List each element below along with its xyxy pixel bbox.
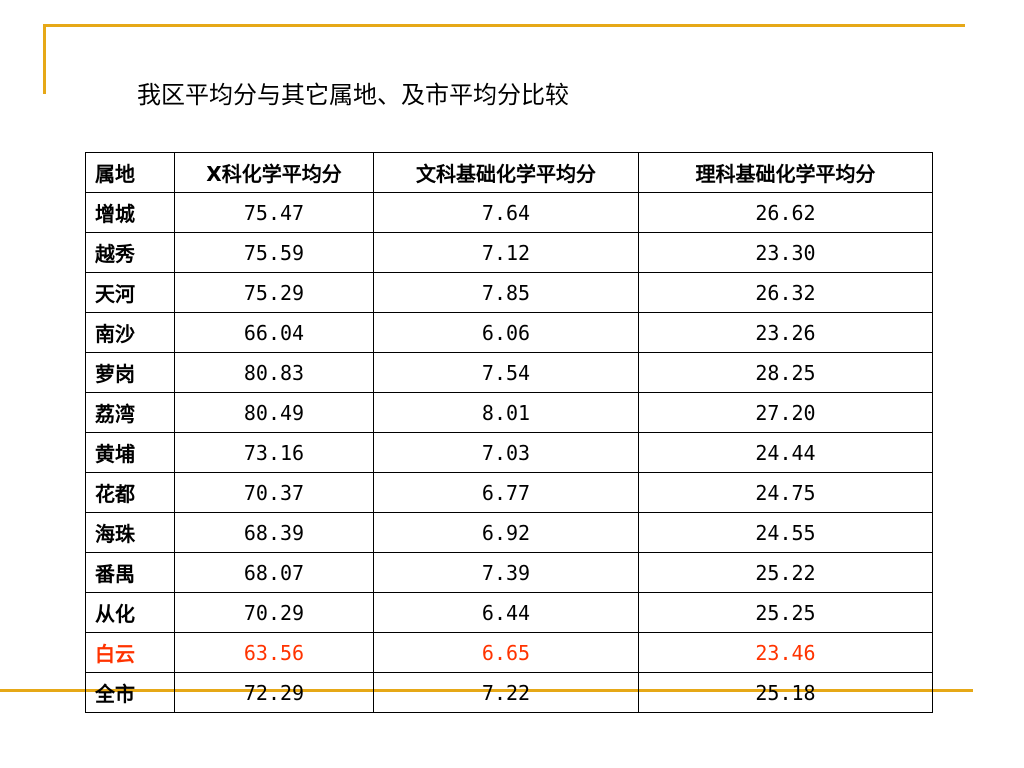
science-basic-chemistry-avg-cell: 24.75 bbox=[638, 472, 933, 513]
table-row: 海珠 68.39 6.92 24.55 bbox=[85, 512, 933, 553]
left-decoration-line bbox=[43, 24, 46, 94]
table-row: 增城 75.47 7.64 26.62 bbox=[85, 192, 933, 233]
region-name-cell: 全市 bbox=[85, 672, 175, 713]
region-name-cell: 荔湾 bbox=[85, 392, 175, 433]
table-row: 花都 70.37 6.77 24.75 bbox=[85, 472, 933, 513]
x-chemistry-avg-cell: 68.07 bbox=[174, 552, 374, 593]
science-basic-chemistry-avg-cell: 25.22 bbox=[638, 552, 933, 593]
region-name-cell: 花都 bbox=[85, 472, 175, 513]
x-chemistry-avg-cell: 73.16 bbox=[174, 432, 374, 473]
x-chemistry-avg-cell: 68.39 bbox=[174, 512, 374, 553]
region-name-cell: 番禺 bbox=[85, 552, 175, 593]
table-row: 越秀 75.59 7.12 23.30 bbox=[85, 232, 933, 273]
region-name-cell: 白云 bbox=[85, 632, 175, 673]
x-chemistry-avg-cell: 63.56 bbox=[174, 632, 374, 673]
science-basic-chemistry-avg-cell: 25.18 bbox=[638, 672, 933, 713]
science-basic-chemistry-avg-cell: 23.26 bbox=[638, 312, 933, 353]
arts-basic-chemistry-avg-cell: 6.44 bbox=[373, 592, 639, 633]
arts-basic-chemistry-avg-cell: 6.92 bbox=[373, 512, 639, 553]
science-basic-chemistry-avg-cell: 25.25 bbox=[638, 592, 933, 633]
region-name-cell: 南沙 bbox=[85, 312, 175, 353]
science-basic-chemistry-avg-cell: 24.55 bbox=[638, 512, 933, 553]
x-chemistry-avg-cell: 75.47 bbox=[174, 192, 374, 233]
arts-basic-chemistry-avg-cell: 7.39 bbox=[373, 552, 639, 593]
table-header-row: 属地 X科化学平均分 文科基础化学平均分 理科基础化学平均分 bbox=[85, 152, 933, 193]
arts-basic-chemistry-avg-cell: 7.03 bbox=[373, 432, 639, 473]
arts-basic-chemistry-avg-cell: 6.06 bbox=[373, 312, 639, 353]
region-name-cell: 海珠 bbox=[85, 512, 175, 553]
science-basic-chemistry-avg-cell: 23.30 bbox=[638, 232, 933, 273]
x-chemistry-avg-cell: 75.59 bbox=[174, 232, 374, 273]
table-row: 从化 70.29 6.44 25.25 bbox=[85, 592, 933, 633]
x-chemistry-avg-cell: 72.29 bbox=[174, 672, 374, 713]
arts-basic-chemistry-avg-cell: 8.01 bbox=[373, 392, 639, 433]
science-basic-chemistry-avg-cell: 23.46 bbox=[638, 632, 933, 673]
region-name-cell: 天河 bbox=[85, 272, 175, 313]
region-name-cell: 萝岗 bbox=[85, 352, 175, 393]
arts-basic-chemistry-avg-cell: 7.22 bbox=[373, 672, 639, 713]
header-region: 属地 bbox=[85, 152, 175, 193]
table-row: 黄埔 73.16 7.03 24.44 bbox=[85, 432, 933, 473]
arts-basic-chemistry-avg-cell: 7.54 bbox=[373, 352, 639, 393]
top-decoration-line bbox=[43, 24, 965, 27]
science-basic-chemistry-avg-cell: 24.44 bbox=[638, 432, 933, 473]
arts-basic-chemistry-avg-cell: 7.85 bbox=[373, 272, 639, 313]
region-name-cell: 从化 bbox=[85, 592, 175, 633]
score-comparison-table: 属地 X科化学平均分 文科基础化学平均分 理科基础化学平均分 增城 75.47 7.… bbox=[85, 152, 933, 713]
arts-basic-chemistry-avg-cell: 7.12 bbox=[373, 232, 639, 273]
table-row: 天河 75.29 7.85 26.32 bbox=[85, 272, 933, 313]
header-science-basic-chemistry-avg: 理科基础化学平均分 bbox=[638, 152, 933, 193]
arts-basic-chemistry-avg-cell: 6.77 bbox=[373, 472, 639, 513]
slide-title: 我区平均分与其它属地、及市平均分比较 bbox=[137, 81, 569, 109]
arts-basic-chemistry-avg-cell: 6.65 bbox=[373, 632, 639, 673]
x-chemistry-avg-cell: 80.49 bbox=[174, 392, 374, 433]
region-name-cell: 增城 bbox=[85, 192, 175, 233]
table-row: 番禺 68.07 7.39 25.22 bbox=[85, 552, 933, 593]
table-row: 萝岗 80.83 7.54 28.25 bbox=[85, 352, 933, 393]
table-row: 南沙 66.04 6.06 23.26 bbox=[85, 312, 933, 353]
table-row: 全市 72.29 7.22 25.18 bbox=[85, 672, 933, 713]
table-row: 白云 63.56 6.65 23.46 bbox=[85, 632, 933, 673]
region-name-cell: 黄埔 bbox=[85, 432, 175, 473]
table-row: 荔湾 80.49 8.01 27.20 bbox=[85, 392, 933, 433]
arts-basic-chemistry-avg-cell: 7.64 bbox=[373, 192, 639, 233]
x-chemistry-avg-cell: 70.37 bbox=[174, 472, 374, 513]
science-basic-chemistry-avg-cell: 28.25 bbox=[638, 352, 933, 393]
table-body: 增城 75.47 7.64 26.62 越秀 75.59 7.12 23.30 天河 75.29 7… bbox=[85, 192, 933, 713]
science-basic-chemistry-avg-cell: 26.62 bbox=[638, 192, 933, 233]
x-chemistry-avg-cell: 75.29 bbox=[174, 272, 374, 313]
header-arts-basic-chemistry-avg: 文科基础化学平均分 bbox=[373, 152, 639, 193]
x-chemistry-avg-cell: 80.83 bbox=[174, 352, 374, 393]
science-basic-chemistry-avg-cell: 26.32 bbox=[638, 272, 933, 313]
x-chemistry-avg-cell: 70.29 bbox=[174, 592, 374, 633]
x-chemistry-avg-cell: 66.04 bbox=[174, 312, 374, 353]
region-name-cell: 越秀 bbox=[85, 232, 175, 273]
header-x-chemistry-avg: X科化学平均分 bbox=[174, 152, 374, 193]
science-basic-chemistry-avg-cell: 27.20 bbox=[638, 392, 933, 433]
